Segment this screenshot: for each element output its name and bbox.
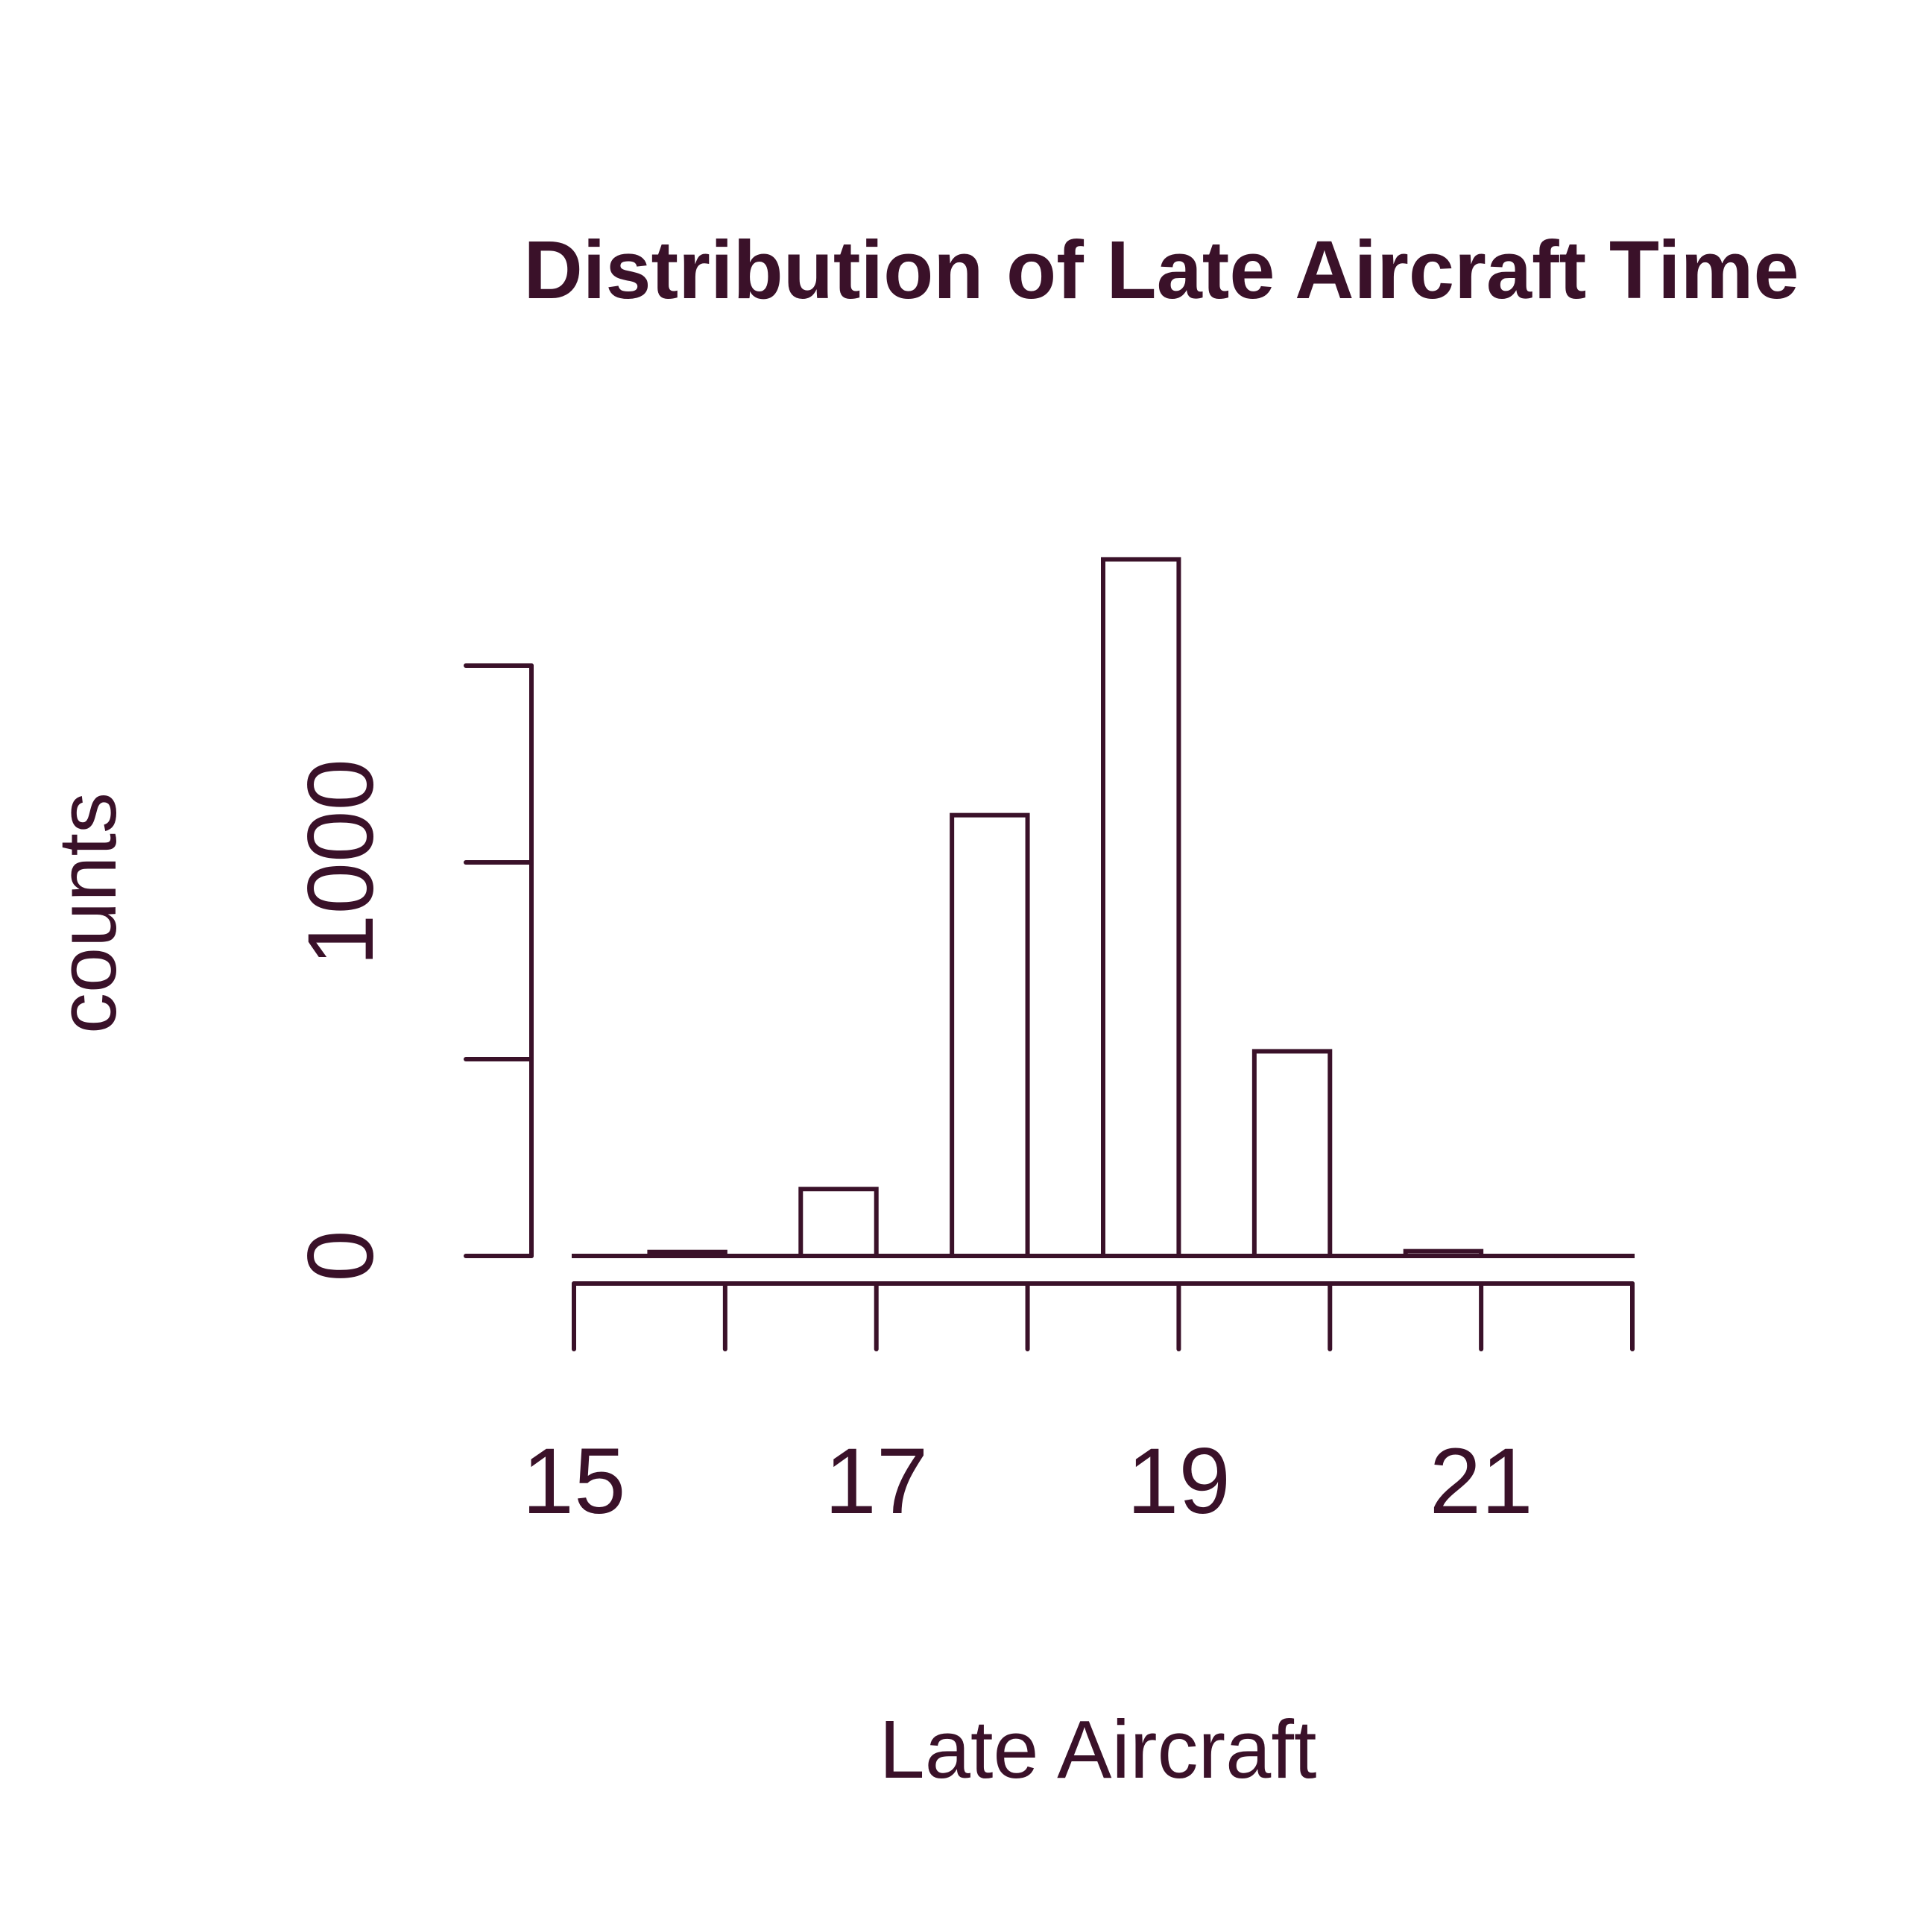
histogram-bar <box>1403 1248 1484 1258</box>
y-tick-label: 0 <box>289 1230 393 1282</box>
histogram-bars <box>572 557 1635 1259</box>
histogram-bar <box>950 812 1030 1258</box>
histogram-bar <box>1251 1049 1333 1258</box>
x-tick-label: 21 <box>1430 1430 1533 1533</box>
x-axis: 15 17 19 21 <box>522 1281 1635 1533</box>
x-tick-label: 15 <box>522 1430 625 1533</box>
x-axis-title: Late Aircraft <box>880 1704 1317 1796</box>
x-tick-label: 19 <box>1127 1430 1231 1533</box>
histogram-bar <box>798 1187 879 1258</box>
chart-title: Distribution of Late Aircraft Time <box>523 224 1799 316</box>
x-tick-label: 17 <box>824 1430 928 1533</box>
y-axis-title: counts <box>42 792 133 1034</box>
y-axis: 0 1000 <box>289 663 534 1282</box>
histogram-bar <box>1101 557 1181 1258</box>
y-tick-label: 1000 <box>289 759 393 966</box>
histogram-bar <box>647 1249 727 1258</box>
